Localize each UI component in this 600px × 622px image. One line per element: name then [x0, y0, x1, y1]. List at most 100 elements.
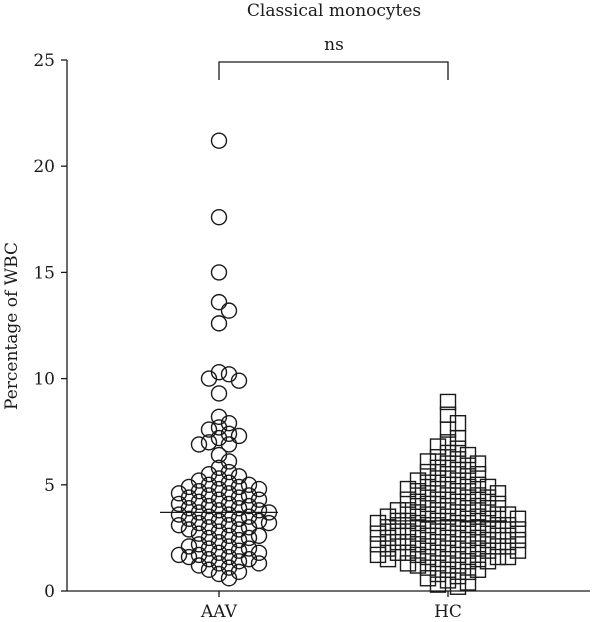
hc-point: [459, 553, 477, 570]
hc-point: [399, 533, 417, 551]
hc-point: [469, 497, 487, 515]
hc-point: [439, 476, 457, 493]
hc-point: [439, 434, 457, 451]
hc-point: [479, 510, 497, 527]
hc-point: [449, 472, 467, 489]
hc-point: [439, 540, 457, 557]
hc-point: [449, 557, 467, 574]
hc-point: [419, 559, 437, 576]
hc-point: [429, 523, 447, 540]
aav-point: [240, 529, 258, 547]
aav-point: [230, 427, 248, 445]
hc-point: [439, 487, 457, 504]
hc-point: [469, 508, 487, 525]
hc-point: [429, 533, 447, 551]
hc-point: [419, 474, 437, 491]
hc-point: [369, 546, 387, 564]
hc-point: [409, 472, 427, 489]
hc-point: [499, 527, 517, 544]
hc-point: [419, 538, 437, 555]
hc-point: [449, 451, 467, 468]
hc-point: [389, 523, 407, 540]
hc-point: [469, 455, 487, 472]
hc-point: [509, 542, 527, 559]
hc-point: [369, 536, 387, 553]
median-lines: [160, 511, 507, 522]
hc-point: [469, 529, 487, 547]
aav-point: [240, 476, 258, 493]
hc-point: [379, 540, 397, 557]
hc-point: [409, 482, 427, 500]
aav-point: [220, 570, 238, 587]
y-tick-label: 20: [33, 157, 55, 177]
hc-point: [489, 548, 507, 566]
hc-point: [429, 565, 447, 583]
hc-point: [409, 546, 427, 564]
hc-point: [479, 489, 497, 506]
hc-point: [439, 519, 457, 536]
hc-point: [499, 506, 517, 523]
aav-point: [240, 519, 258, 536]
hc-point: [429, 502, 447, 519]
hc-point: [459, 521, 477, 538]
hc-point: [449, 567, 467, 585]
hc-point: [449, 493, 467, 510]
aav-point: [190, 557, 208, 574]
hc-point: [509, 521, 527, 538]
hc-point: [449, 482, 467, 500]
hc-point: [449, 504, 467, 521]
hc-point: [409, 493, 427, 510]
hc-point: [469, 465, 487, 483]
aav-point: [210, 565, 228, 583]
hc-point: [439, 561, 457, 578]
hc-point: [419, 548, 437, 566]
hc-point: [399, 523, 417, 540]
aav-point: [170, 485, 188, 502]
hc-point: [479, 542, 497, 559]
aav-point: [190, 546, 208, 564]
hc-point: [409, 536, 427, 553]
aav-point: [220, 302, 238, 319]
hc-point: [459, 446, 477, 464]
hc-point: [489, 506, 507, 523]
axes: 0 5 10 15 20 25 AAV HC: [33, 51, 590, 622]
aav-point: [250, 527, 268, 544]
hc-point: [419, 453, 437, 470]
hc-point: [389, 533, 407, 551]
hc-point: [459, 531, 477, 549]
hc-point: [489, 538, 507, 555]
hc-point: [409, 504, 427, 521]
y-tick-label: 25: [33, 51, 55, 71]
hc-point: [479, 521, 497, 538]
hc-point: [459, 499, 477, 517]
hc-point: [489, 485, 507, 502]
aav-point: [240, 497, 258, 515]
y-tick-label: 10: [33, 370, 55, 390]
hc-point: [419, 570, 437, 587]
aav-point: [210, 293, 228, 311]
x-tick-label: HC: [434, 602, 462, 622]
hc-point: [469, 550, 487, 568]
aav-point: [200, 370, 218, 387]
aav-point: [170, 516, 188, 534]
hc-point: [459, 468, 477, 485]
hc-point: [379, 508, 397, 525]
bracket-line: [218, 61, 449, 80]
hc-point: [429, 555, 447, 572]
hc-point: [389, 544, 407, 561]
hc-point: [509, 510, 527, 527]
aav-point: [180, 538, 198, 555]
aav-point: [190, 525, 208, 542]
hc-point: [429, 438, 447, 455]
hc-point: [429, 491, 447, 508]
hc-point: [429, 544, 447, 561]
aav-point: [220, 425, 238, 443]
aav-point: [190, 536, 208, 553]
hc-point: [459, 542, 477, 559]
hc-point: [449, 546, 467, 564]
hc-point: [409, 514, 427, 532]
hc-point: [379, 529, 397, 547]
hc-point: [439, 529, 457, 547]
significance-bracket: [218, 61, 449, 80]
hc-point: [399, 491, 417, 508]
